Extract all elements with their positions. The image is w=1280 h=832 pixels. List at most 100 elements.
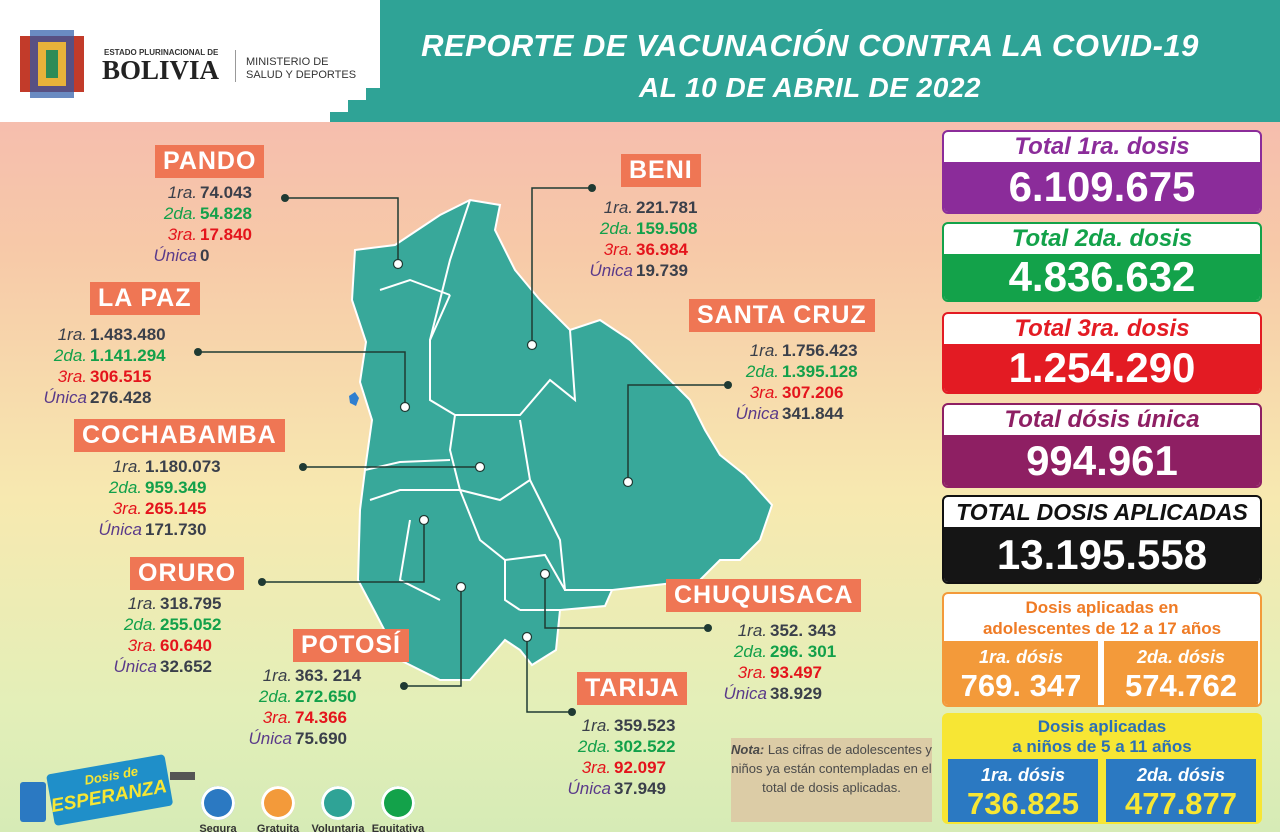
dose-label: 1ra.: [112, 457, 142, 476]
dose-label: 3ra.: [737, 663, 767, 682]
dose-value: 265.145: [145, 499, 207, 518]
department-name: SANTA CRUZ: [689, 299, 875, 332]
dose-label: 1ra.: [127, 594, 157, 613]
dose-label: Única: [589, 261, 633, 280]
dose-label: Única: [113, 657, 157, 676]
leader-end: [521, 631, 533, 643]
leader-line: [526, 637, 572, 713]
dose-value: 363. 214: [295, 666, 362, 685]
leader-end: [526, 339, 538, 351]
dose-label: 3ra.: [262, 708, 292, 727]
dose-value: 1.483.480: [90, 325, 166, 344]
item-label: 2da. dósis: [1136, 765, 1226, 785]
dose-value: 19.739: [636, 261, 688, 280]
children-title: Dosis aplicadas: [1037, 717, 1167, 736]
leader-line: [404, 587, 462, 687]
dose-label: 1ra.: [603, 198, 633, 217]
dose-label: Única: [735, 404, 779, 423]
dose-value: 318.795: [160, 594, 222, 613]
dose-label: 3ra.: [581, 758, 611, 777]
total-label: Total dósis única: [1004, 406, 1200, 433]
campaign-logo: Dosis de ESPERANZA: [20, 754, 195, 826]
dose-value: 37.949: [614, 779, 666, 798]
badge-label: Voluntaria: [311, 823, 365, 832]
dose-value: 959.349: [145, 478, 207, 497]
dose-label: 1ra.: [737, 621, 767, 640]
region-borders: [364, 199, 612, 611]
lake: [349, 392, 359, 406]
adolescents-title: Dosis aplicadas en: [1025, 598, 1179, 617]
dose-label: 1ra.: [262, 666, 292, 685]
dose-label: 3ra.: [57, 367, 87, 386]
dose-value: 302.522: [614, 737, 676, 756]
adolescents-title: adolescentes de 12 a 17 años: [982, 619, 1222, 638]
gov-small: ESTADO PLURINACIONAL DE: [104, 48, 219, 57]
note: Nota: Las cifras de adolescentes y niños…: [731, 738, 932, 822]
item-label: 2da. dósis: [1136, 647, 1226, 667]
logo-area: ESTADO PLURINACIONAL DE BOLIVIA MINISTER…: [0, 0, 380, 122]
leader-dot: [258, 578, 266, 586]
total-value: 6.109.675: [944, 162, 1260, 212]
department-name: PANDO: [155, 145, 265, 178]
badge-icon: [261, 786, 295, 820]
adolescents-item: 2da. dósis 574.762: [1104, 641, 1258, 705]
dose-value: 159.508: [636, 219, 698, 238]
dose-value: 75.690: [295, 729, 347, 748]
dose-value: 92.097: [614, 758, 666, 777]
dose-value: 74.366: [295, 708, 347, 727]
dose-value: 359.523: [614, 716, 676, 735]
ministry-1: MINISTERIO DE: [246, 56, 329, 68]
leader-dot: [299, 463, 307, 471]
leader-end: [399, 401, 411, 413]
bolivia-map: [350, 198, 774, 681]
total-label: Total 3ra. dosis: [1014, 315, 1190, 342]
dose-value: 1.756.423: [782, 341, 858, 360]
dose-label: Única: [98, 520, 142, 539]
dose-value: 255.052: [160, 615, 222, 634]
dose-label: 2da.: [53, 346, 87, 365]
dose-value: 307.206: [782, 383, 844, 402]
adolescents-item: 1ra. dósis 769. 347: [944, 641, 1098, 705]
divider: [235, 50, 236, 82]
badge-icon: [201, 786, 235, 820]
leader-end: [622, 476, 634, 488]
leader-dot: [704, 624, 712, 632]
children-card: Dosis aplicadas a niños de 5 a 11 años 1…: [942, 713, 1262, 824]
dose-value: 54.828: [200, 204, 252, 223]
badge-label: Gratuita: [256, 823, 300, 832]
note-text: Las cifras de adolescentes y niños ya es…: [731, 742, 932, 795]
total-value: 1.254.290: [944, 344, 1260, 392]
leader-end: [392, 258, 404, 270]
dose-label: Única: [248, 729, 292, 748]
leader-end: [539, 568, 551, 580]
total-label: Total 1ra. dosis: [1014, 133, 1190, 160]
leader-dot: [400, 682, 408, 690]
dose-value: 36.984: [636, 240, 688, 259]
item-value: 769. 347: [960, 668, 1082, 703]
subtitle: AL 10 DE ABRIL DE 2022: [639, 72, 981, 103]
dose-label: 1ra.: [167, 183, 197, 202]
dose-label: 2da.: [258, 687, 292, 706]
note-label: Nota:: [731, 742, 765, 757]
total-card: Total 1ra. dosis 6.109.675: [942, 130, 1262, 214]
dose-value: 93.497: [770, 663, 822, 682]
dose-value: 221.781: [636, 198, 698, 217]
dose-value: 171.730: [145, 520, 207, 539]
total-card: Total dósis única 994.961: [942, 403, 1262, 488]
department-name: ORURO: [130, 557, 245, 590]
children-item: 1ra. dósis 736.825: [948, 759, 1098, 822]
dose-label: Única: [43, 388, 87, 407]
leader-line: [531, 187, 592, 345]
adolescents-card: Dosis aplicadas en adolescentes de 12 a …: [942, 592, 1262, 707]
item-label: 1ra. dósis: [980, 765, 1066, 785]
header-steps: [330, 80, 382, 122]
dose-label: 2da.: [599, 219, 633, 238]
dose-label: 2da.: [163, 204, 197, 223]
dose-label: 2da.: [108, 478, 142, 497]
department-name: CHUQUISACA: [666, 579, 862, 612]
leader-line: [262, 520, 425, 583]
badge-icon: [381, 786, 415, 820]
map-layer: [194, 184, 774, 716]
children-item: 2da. dósis 477.877: [1106, 759, 1256, 822]
